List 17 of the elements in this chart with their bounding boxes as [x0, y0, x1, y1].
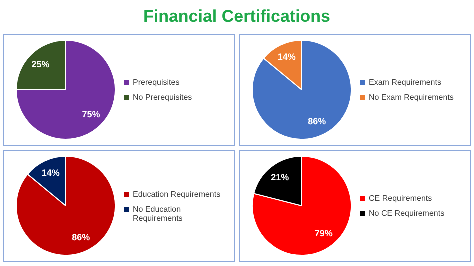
- legend-label: No Education Requirements: [133, 204, 184, 222]
- legend-label: No Exam Requirements: [369, 93, 454, 102]
- legend-label: No CE Requirements: [369, 209, 445, 218]
- legend-label: Exam Requirements: [369, 78, 442, 87]
- text: Financial Certifications: [142, 6, 332, 28]
- data-label: 25%: [32, 59, 50, 70]
- data-label: 86%: [308, 116, 326, 127]
- legend-label: Education Requirements: [133, 190, 221, 198]
- data-label: 14%: [42, 168, 60, 178]
- data-label: 86%: [72, 232, 90, 243]
- data-label: 79%: [314, 228, 333, 239]
- data-label: 14%: [278, 52, 296, 62]
- legend-label: No Prerequisites: [133, 93, 192, 102]
- data-label: 21%: [271, 172, 290, 182]
- legend-label: Prerequisites: [133, 78, 180, 87]
- legend-label: CE Requirements: [369, 194, 432, 203]
- data-label: 75%: [82, 110, 100, 120]
